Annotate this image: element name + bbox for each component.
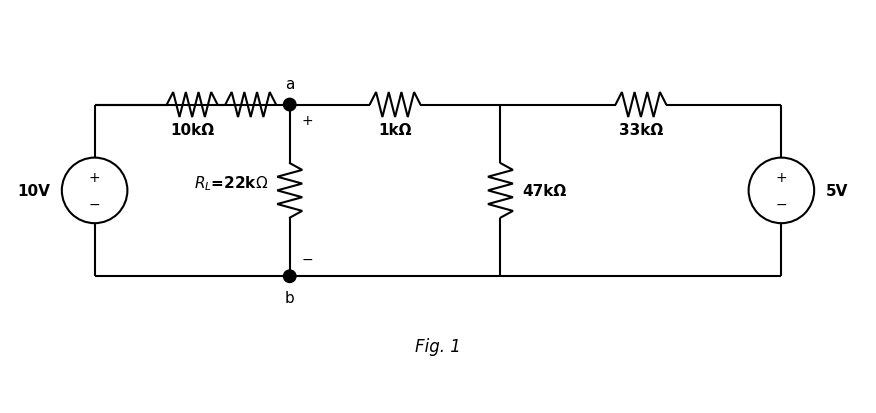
Text: 5V: 5V bbox=[826, 183, 848, 198]
Text: Fig. 1: Fig. 1 bbox=[415, 338, 461, 356]
Text: +: + bbox=[88, 171, 101, 185]
Text: −: − bbox=[88, 197, 101, 211]
Text: +: + bbox=[775, 171, 788, 185]
Text: $R_L$=22k$\Omega$: $R_L$=22k$\Omega$ bbox=[194, 174, 268, 192]
Text: 10V: 10V bbox=[18, 183, 50, 198]
Text: −: − bbox=[301, 252, 313, 266]
Text: 1kΩ: 1kΩ bbox=[378, 122, 412, 138]
Text: −: − bbox=[775, 197, 788, 211]
Text: 33kΩ: 33kΩ bbox=[618, 122, 663, 138]
Text: 10kΩ: 10kΩ bbox=[170, 122, 215, 138]
Text: a: a bbox=[285, 77, 294, 92]
Circle shape bbox=[284, 99, 296, 112]
Text: b: b bbox=[285, 290, 294, 305]
Text: +: + bbox=[301, 114, 313, 128]
Text: 47kΩ: 47kΩ bbox=[522, 183, 567, 198]
Circle shape bbox=[284, 271, 296, 283]
